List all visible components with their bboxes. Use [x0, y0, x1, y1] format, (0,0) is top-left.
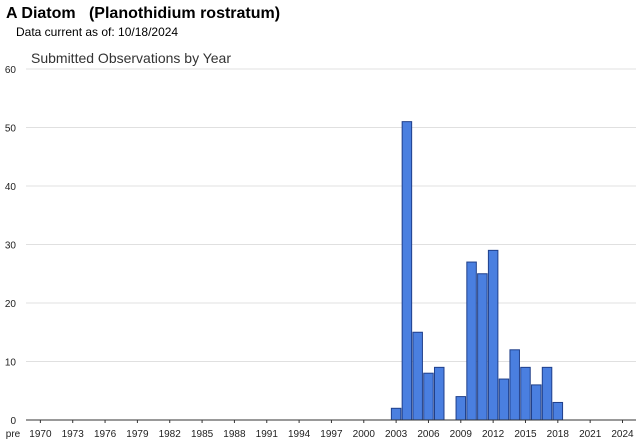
y-axis: 0 10 20 30 40 50 60	[5, 65, 17, 427]
bar-2016	[531, 384, 542, 421]
bar-2005	[412, 331, 423, 421]
bar-2010	[466, 261, 477, 421]
x-axis: pre 1970 1973 1976 1979 1982 1985 1988 1991 1994 1…	[6, 420, 634, 440]
x-tick-label: 1982	[159, 429, 182, 440]
x-tick-label: 2021	[579, 429, 602, 440]
x-tick-label: 2018	[547, 429, 570, 440]
y-tick-label: 20	[5, 299, 17, 310]
bar-2015	[520, 366, 531, 421]
x-tick-label: 1994	[288, 429, 311, 440]
bar-2012	[487, 249, 499, 421]
bar-2011	[477, 273, 488, 421]
page-title: A Diatom (Planothidium rostratum)	[6, 5, 281, 22]
x-tick-label: 2003	[385, 429, 408, 440]
x-tick-label: 1985	[191, 429, 214, 440]
x-tick-label: 1970	[29, 429, 52, 440]
bar-2004	[401, 121, 413, 421]
bar-2017	[541, 366, 553, 421]
bar-2006	[423, 372, 434, 421]
bar-2007	[433, 366, 445, 421]
y-tick-label: 30	[5, 241, 17, 252]
bar-2018	[552, 401, 564, 421]
x-tick-label: 2009	[450, 429, 473, 440]
chart-bars	[390, 121, 564, 421]
chart-gridlines	[26, 68, 636, 362]
x-tick-label: 1973	[62, 429, 85, 440]
bar-2013	[498, 378, 510, 421]
x-tick-label: 2000	[353, 429, 376, 440]
y-tick-label: 0	[10, 416, 16, 427]
bar-2014	[509, 349, 520, 421]
y-tick-label: 60	[5, 65, 17, 76]
x-tick-label: 1997	[320, 429, 343, 440]
y-tick-label: 50	[5, 124, 17, 135]
x-tick-label: 1979	[126, 429, 149, 440]
bar-2009	[455, 396, 467, 421]
chart-title: Submitted Observations by Year	[31, 50, 231, 66]
data-current-note: Data current as of: 10/18/2024	[16, 25, 179, 39]
x-tick-label: 1991	[256, 429, 279, 440]
y-tick-label: 40	[5, 182, 17, 193]
y-tick-label: 10	[5, 358, 17, 369]
x-tick-label: 2006	[417, 429, 440, 440]
bar-2003	[390, 407, 402, 421]
x-tick-label: 2015	[514, 429, 537, 440]
x-tick-label: 2024	[611, 429, 634, 440]
x-tick-label: 1988	[223, 429, 246, 440]
x-tick-label: 2012	[482, 429, 505, 440]
x-tick-label: 1976	[94, 429, 117, 440]
x-tick-label: pre	[6, 429, 21, 440]
